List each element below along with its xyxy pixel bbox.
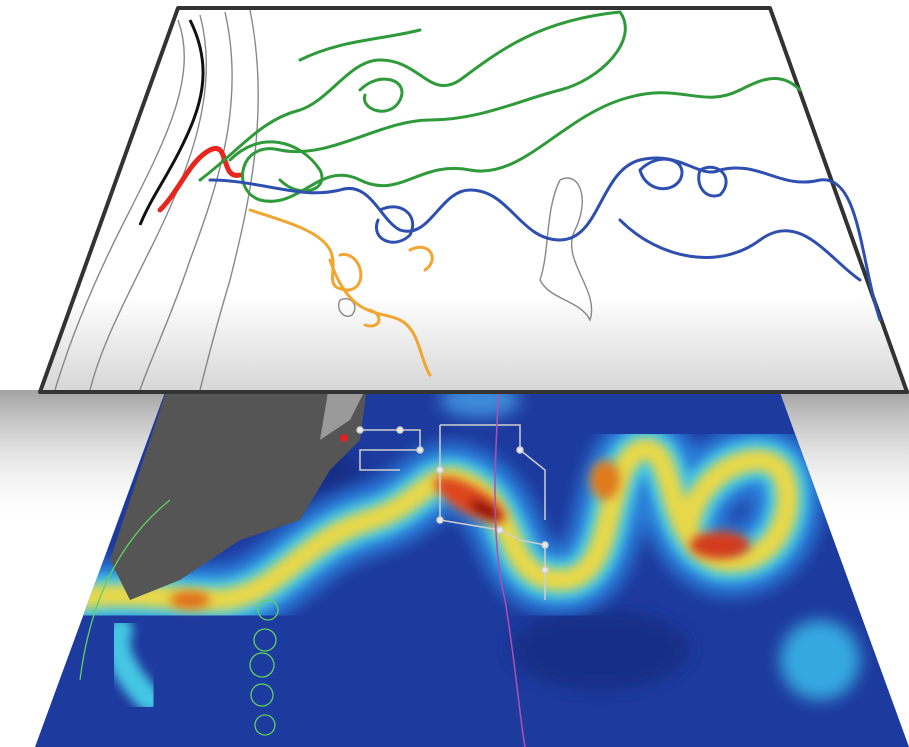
upper-layer (40, 8, 907, 392)
page-body (0, 0, 909, 747)
site-marker (340, 434, 348, 442)
ocean-illustration (0, 0, 909, 747)
page: {} html, body { margin: 0; padding: 0; b… (0, 0, 909, 747)
